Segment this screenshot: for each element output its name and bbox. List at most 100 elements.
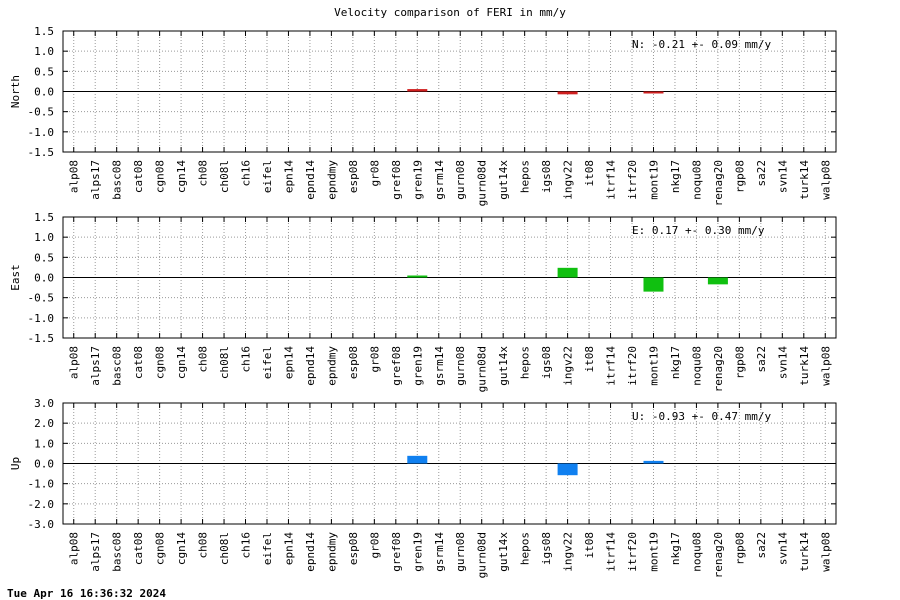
- y-tick-label: 0.0: [34, 272, 54, 285]
- bar-mont19: [643, 277, 664, 292]
- plot-frame: [62, 30, 837, 153]
- y-tick-label: 3.0: [34, 397, 54, 410]
- x-tick-label: nkg17: [669, 532, 682, 565]
- x-tick-label: gren19: [411, 532, 424, 572]
- x-tick-label: svn14: [776, 346, 789, 379]
- bar-ingv22: [557, 267, 578, 278]
- x-tick-label: esp08: [347, 346, 360, 379]
- x-tick-label: ch16: [240, 160, 253, 187]
- y-axis-label: North: [9, 75, 22, 108]
- x-tick-label: sa22: [755, 160, 768, 187]
- x-tick-label: itrf20: [626, 160, 639, 200]
- x-tick-label: alp08: [68, 346, 81, 379]
- y-tick-label: 1.0: [34, 231, 54, 244]
- x-tick-label: cgn08: [154, 532, 167, 565]
- y-tick-label: 1.0: [34, 437, 54, 450]
- x-tick-label: rgp08: [733, 346, 746, 379]
- x-tick-label: basc08: [111, 532, 124, 572]
- velocity-annotation: E: 0.17 +- 0.30 mm/y: [632, 224, 765, 237]
- x-tick-label: gurn08d: [476, 532, 489, 578]
- x-tick-label: gut14x: [497, 532, 510, 572]
- x-tick-label: noqu08: [690, 346, 703, 386]
- bar-gren19: [407, 89, 428, 92]
- x-tick-label: epn14: [282, 346, 295, 379]
- y-tick-label: 0.5: [34, 251, 54, 264]
- x-tick-label: cgn08: [154, 160, 167, 193]
- x-tick-label: igs08: [540, 160, 553, 193]
- x-tick-label: gurn08: [454, 346, 467, 386]
- x-tick-label: cgn14: [175, 346, 188, 379]
- y-tick-label: 1.5: [34, 25, 54, 38]
- bar-gren19: [407, 275, 428, 278]
- x-tick-label: esp08: [347, 532, 360, 565]
- x-tick-label: nkg17: [669, 160, 682, 193]
- x-tick-label: gut14x: [497, 160, 510, 200]
- x-tick-label: epnd14: [304, 160, 317, 200]
- x-tick-label: gren19: [411, 346, 424, 386]
- x-tick-label: ch16: [240, 532, 253, 559]
- x-tick-label: svn14: [776, 160, 789, 193]
- velocity-annotation: N: -0.21 +- 0.09 mm/y: [632, 38, 771, 51]
- x-tick-label: itrf14: [605, 346, 618, 386]
- x-tick-label: renag20: [712, 532, 725, 578]
- bar-mont19: [643, 460, 664, 464]
- x-tick-label: gurn08d: [476, 346, 489, 392]
- velocity-annotation: U: -0.93 +- 0.47 mm/y: [632, 410, 771, 423]
- x-tick-label: nkg17: [669, 346, 682, 379]
- x-tick-label: sa22: [755, 346, 768, 373]
- x-tick-label: ch08l: [218, 532, 231, 565]
- x-tick-label: mont19: [647, 160, 660, 200]
- x-tick-label: gref08: [390, 346, 403, 386]
- y-tick-label: 2.0: [34, 417, 54, 430]
- x-tick-label: gref08: [390, 160, 403, 200]
- x-tick-label: ingv22: [562, 346, 575, 386]
- x-tick-label: epnd14: [304, 346, 317, 386]
- x-tick-label: esp08: [347, 160, 360, 193]
- x-tick-label: alps17: [89, 346, 102, 386]
- y-tick-label: -1.0: [28, 312, 55, 325]
- x-tick-label: ingv22: [562, 160, 575, 200]
- y-tick-label: 0.0: [34, 86, 54, 99]
- bar-gren19: [407, 455, 428, 464]
- x-tick-label: gr08: [368, 532, 381, 559]
- y-tick-label: -1.0: [28, 126, 55, 139]
- y-tick-label: -1.0: [28, 478, 55, 491]
- x-tick-label: gref08: [390, 532, 403, 572]
- x-tick-label: rgp08: [733, 532, 746, 565]
- x-tick-label: noqu08: [690, 532, 703, 572]
- bar-ingv22: [557, 463, 578, 476]
- y-tick-label: -0.5: [28, 292, 55, 305]
- x-tick-label: gsrm14: [433, 532, 446, 572]
- x-tick-label: cgn08: [154, 346, 167, 379]
- x-tick-label: itrf20: [626, 532, 639, 572]
- x-tick-label: basc08: [111, 160, 124, 200]
- x-tick-label: hepos: [519, 532, 532, 565]
- x-tick-label: epndmy: [325, 532, 338, 572]
- x-tick-label: ch08: [197, 346, 210, 373]
- x-tick-label: epnd14: [304, 532, 317, 572]
- y-axis-label: East: [9, 264, 22, 291]
- x-tick-label: ch16: [240, 346, 253, 373]
- x-tick-label: epndmy: [325, 346, 338, 386]
- panel-east: 1.5 1.0 0.5 0.0 -0.5 -1.0 -1.5 alp08 alps17 basc0…: [9, 211, 837, 392]
- timestamp-footer: Tue Apr 16 16:36:32 2024: [7, 587, 166, 600]
- x-tick-label: alps17: [89, 532, 102, 572]
- x-tick-label: it08: [583, 160, 596, 187]
- bar-mont19: [643, 91, 664, 94]
- x-tick-label: ingv22: [562, 532, 575, 572]
- x-tick-label: eifel: [261, 346, 274, 379]
- x-tick-label: turk14: [798, 346, 811, 386]
- x-tick-label: sa22: [755, 532, 768, 559]
- x-tick-label: it08: [583, 532, 596, 559]
- x-tick-label: walp08: [819, 160, 832, 200]
- plot-frame: [62, 402, 837, 525]
- bar-renag20: [707, 277, 728, 285]
- x-tick-label: igs08: [540, 346, 553, 379]
- x-tick-label: gr08: [368, 346, 381, 373]
- x-tick-label: gsrm14: [433, 346, 446, 386]
- x-tick-label: alp08: [68, 532, 81, 565]
- panel-north: 1.5 1.0 0.5 0.0 -0.5 -1.0 -1.5 alp08 alps17 basc0…: [9, 25, 837, 206]
- y-tick-label: -0.5: [28, 106, 55, 119]
- y-tick-label: -1.5: [28, 332, 55, 345]
